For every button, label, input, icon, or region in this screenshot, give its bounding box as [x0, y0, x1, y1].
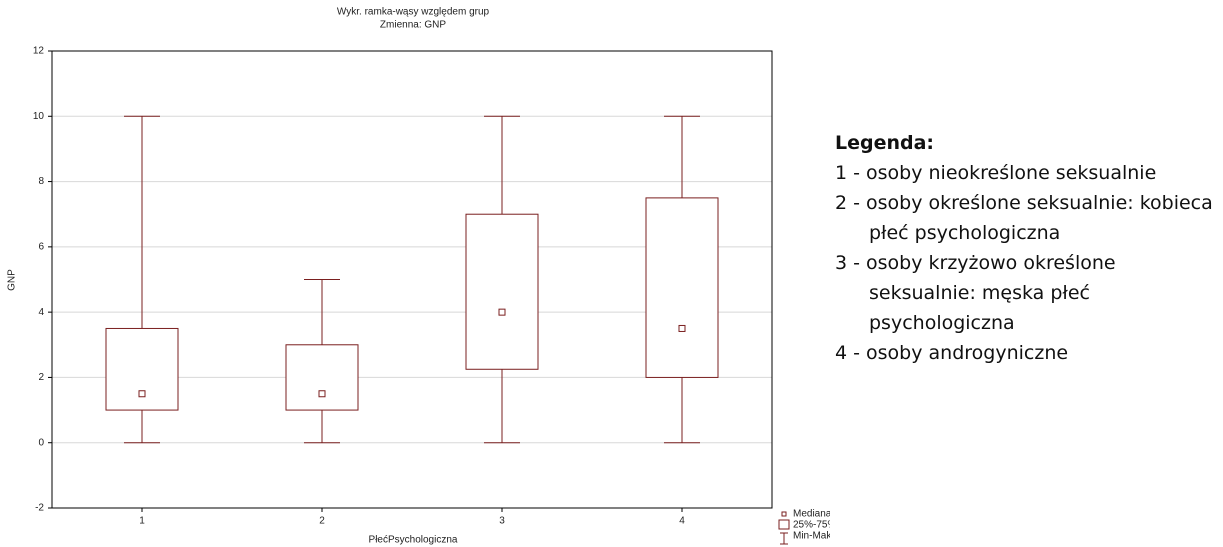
x-axis-label: PłećPsychologiczna	[369, 535, 458, 546]
chart-subtitle: Zmienna: GNP	[380, 20, 446, 31]
side-legend-item: 4 - osoby androgyniczne	[835, 342, 1069, 364]
y-tick-label: 6	[38, 241, 44, 252]
x-tick-label: 2	[319, 516, 325, 527]
legend-label: Min-Maks	[793, 531, 830, 542]
side-legend: Legenda: 1 - osoby nieokreślone seksualn…	[835, 128, 1220, 368]
plot-frame	[51, 50, 773, 509]
y-tick-label: 8	[38, 176, 44, 187]
y-tick-label: 2	[38, 372, 44, 383]
chart-title: Wykr. ramka-wąsy względem grup	[337, 7, 490, 18]
median	[138, 390, 146, 398]
side-legend-item: 2 - osoby określone seksualnie: kobieca …	[835, 192, 1213, 244]
x-tick-label: 3	[499, 516, 505, 527]
legend-median-icon	[781, 511, 787, 517]
box	[105, 327, 179, 411]
median	[498, 308, 506, 316]
side-legend-title: Legenda:	[835, 132, 935, 154]
box	[285, 344, 359, 411]
median	[678, 324, 686, 332]
side-legend-item: 3 - osoby krzyżowo określone seksualnie:…	[835, 252, 1116, 334]
y-tick-label: -2	[35, 503, 44, 514]
box	[465, 213, 539, 370]
chart: Wykr. ramka-wąsy względem grup Zmienna: …	[7, 7, 830, 546]
legend-label: 25%-75%	[793, 520, 830, 531]
box	[645, 197, 719, 378]
legend-label: Mediana	[793, 509, 830, 520]
y-tick-label: 10	[33, 111, 45, 122]
legend-box-icon	[778, 519, 790, 530]
y-tick-label: 12	[33, 46, 45, 57]
side-legend-item: 1 - osoby nieokreślone seksualnie	[835, 162, 1157, 184]
median	[318, 390, 326, 398]
y-tick-label: 0	[38, 437, 44, 448]
x-tick-label: 4	[679, 516, 685, 527]
y-axis-label: GNP	[7, 269, 18, 291]
y-tick-label: 4	[38, 307, 44, 318]
x-tick-label: 1	[139, 516, 145, 527]
